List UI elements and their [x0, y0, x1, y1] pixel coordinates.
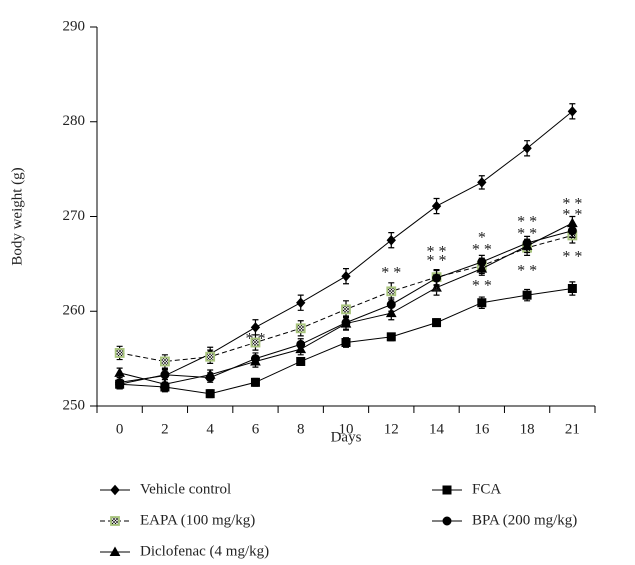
marker	[205, 389, 215, 399]
marker	[250, 354, 260, 364]
annotation: * *	[517, 263, 537, 280]
marker	[522, 238, 532, 248]
marker	[205, 373, 215, 383]
marker	[296, 339, 306, 349]
marker	[250, 337, 261, 348]
y-axis-label: Body weight (g)	[9, 167, 25, 265]
annotation: * *	[517, 226, 537, 243]
x-tick-label: 18	[520, 421, 535, 437]
legend-label: FCA	[472, 481, 501, 497]
marker	[386, 300, 396, 310]
legend-label: Vehicle control	[140, 481, 231, 497]
annotation: *	[478, 230, 486, 247]
marker	[160, 382, 170, 392]
annotation: * *	[427, 244, 447, 261]
marker	[160, 370, 170, 380]
marker	[341, 270, 351, 282]
marker	[115, 379, 125, 389]
marker	[295, 323, 306, 334]
marker	[386, 286, 397, 297]
annotation: * *	[517, 214, 537, 231]
marker	[432, 318, 442, 328]
marker	[431, 282, 442, 292]
y-tick-label: 260	[63, 303, 86, 319]
annotation: * *	[562, 196, 582, 213]
marker	[477, 257, 487, 267]
marker	[296, 356, 306, 366]
marker	[341, 318, 351, 328]
annotation: * *	[245, 331, 265, 348]
x-tick-label: 21	[565, 421, 580, 437]
y-tick-label: 250	[63, 397, 86, 413]
marker	[296, 297, 306, 308]
marker	[110, 484, 120, 496]
x-tick-label: 10	[339, 421, 354, 437]
x-tick-label: 0	[116, 421, 124, 437]
marker	[567, 226, 577, 236]
x-tick-label: 12	[384, 421, 399, 437]
marker	[205, 351, 216, 362]
marker	[341, 338, 351, 348]
marker	[432, 273, 442, 283]
marker	[442, 516, 452, 526]
marker	[250, 322, 261, 333]
marker	[567, 284, 577, 294]
annotation: *	[433, 285, 441, 302]
annotation: * *	[381, 265, 401, 282]
x-tick-label: 2	[161, 421, 169, 437]
marker	[109, 546, 121, 556]
x-tick-label: 6	[252, 421, 260, 437]
marker	[477, 177, 487, 188]
marker	[110, 516, 120, 526]
marker	[522, 290, 532, 300]
x-tick-label: 16	[474, 421, 490, 437]
marker	[341, 304, 351, 315]
annotation: * *	[562, 249, 582, 266]
marker	[522, 143, 532, 154]
legend-label: EAPA (100 mg/kg)	[140, 512, 255, 528]
y-tick-label: 290	[63, 18, 86, 34]
marker	[250, 377, 260, 387]
annotation: * *	[472, 278, 492, 295]
marker	[114, 367, 125, 377]
legend-label: Diclofenac (4 mg/kg)	[140, 543, 269, 559]
x-tick-label: 8	[297, 421, 305, 437]
annotation: * *	[472, 242, 492, 259]
x-tick-label: 4	[206, 421, 214, 437]
annotation: * *	[562, 207, 582, 224]
legend-label: BPA (200 mg/kg)	[472, 512, 577, 528]
marker	[160, 356, 170, 367]
marker	[567, 106, 578, 117]
y-tick-label: 280	[63, 113, 86, 129]
marker	[385, 307, 397, 318]
marker	[114, 348, 125, 358]
marker	[442, 485, 452, 495]
x-tick-label: 14	[429, 421, 445, 437]
marker	[431, 200, 442, 212]
annotation: * *	[427, 253, 447, 270]
y-tick-label: 270	[63, 208, 86, 224]
x-axis-label: Days	[331, 429, 362, 445]
marker	[477, 298, 487, 308]
marker	[386, 332, 396, 342]
marker	[386, 234, 396, 246]
